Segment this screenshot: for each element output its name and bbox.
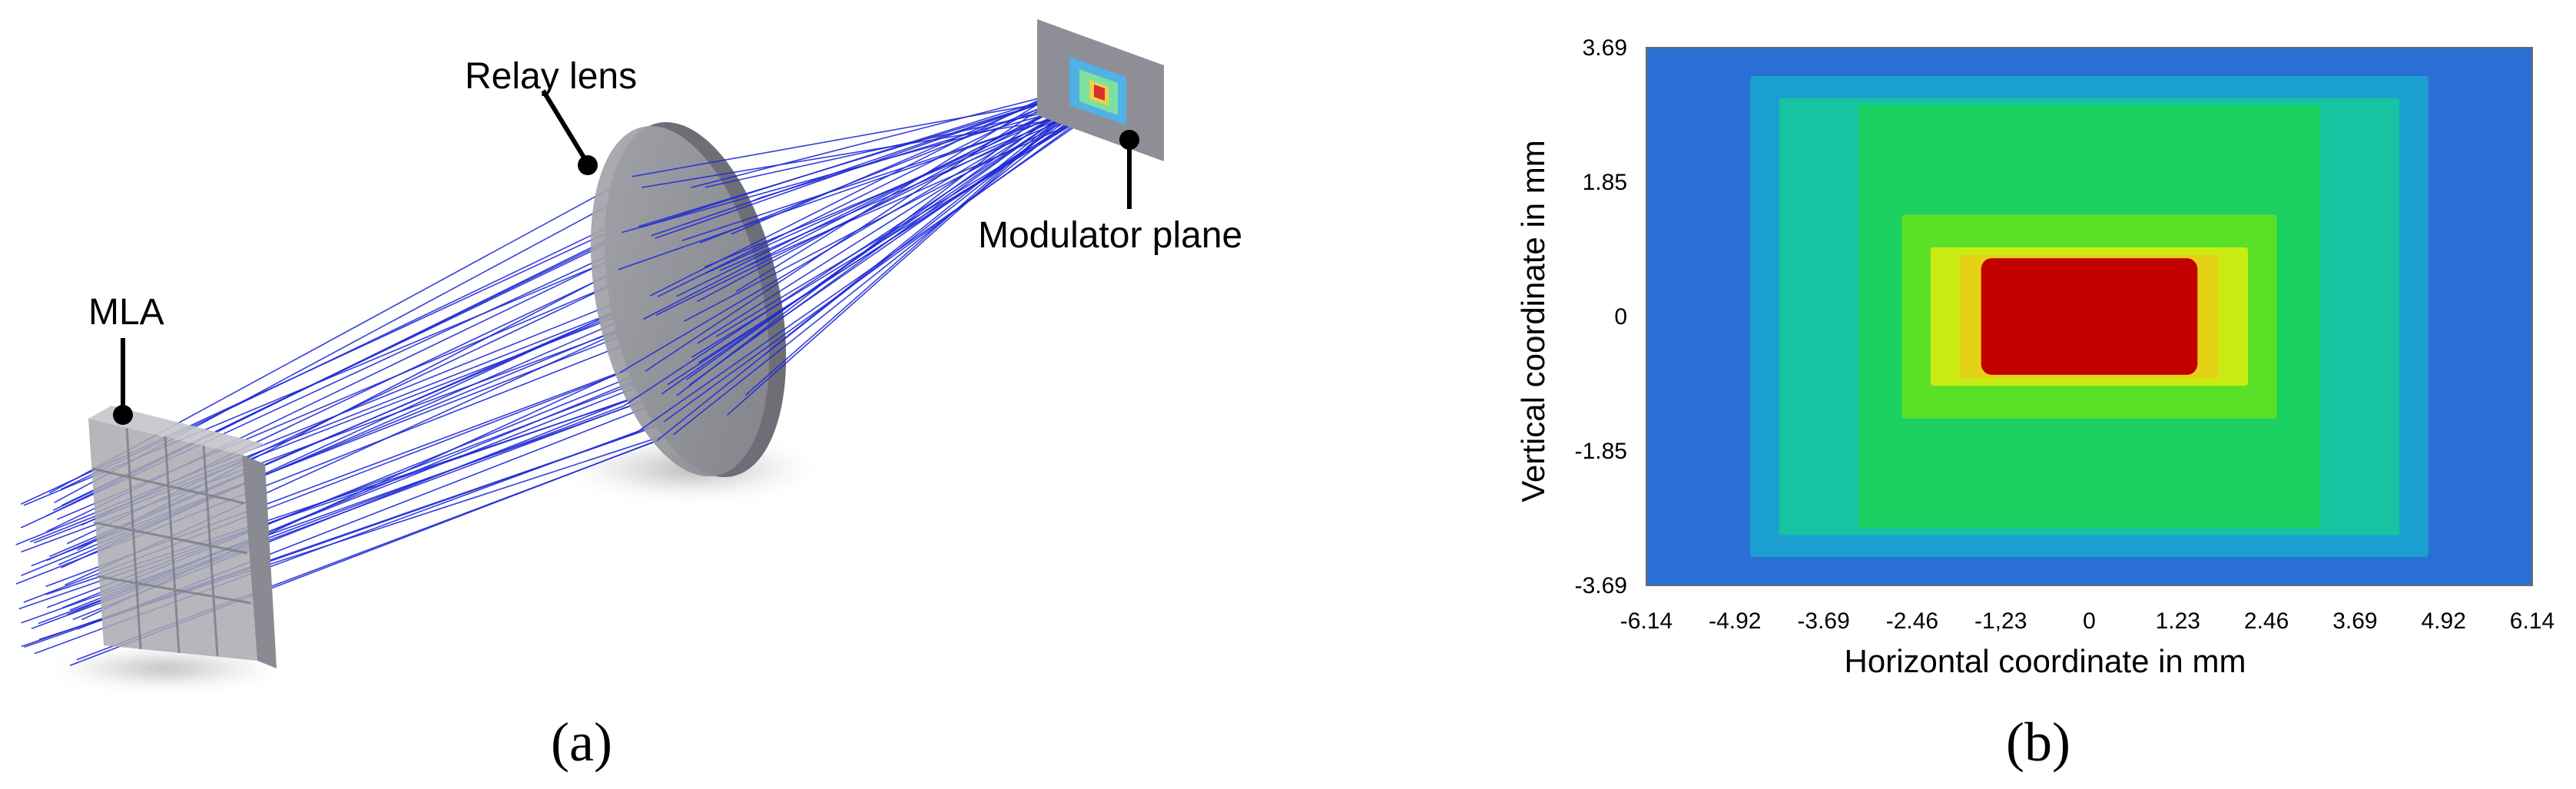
- x-tick-label: -4.92: [1709, 608, 1761, 634]
- light-ray: [685, 81, 1102, 380]
- light-ray: [676, 90, 1095, 297]
- mla-pointer-dot: [113, 405, 133, 425]
- modulator-plane: [1037, 19, 1164, 161]
- x-axis-ticks: -6.14 -4.92 -3.69 -2.46 -1,23 0 1.23 2.46 3.69 4.…: [1620, 608, 2554, 634]
- y-tick-label: -1.85: [1575, 439, 1627, 464]
- light-ray: [618, 100, 1103, 270]
- x-tick-label: 0: [2083, 608, 2096, 634]
- panel-label-b: (b): [2006, 711, 2070, 773]
- light-ray: [691, 81, 1102, 188]
- light-ray: [744, 85, 1097, 396]
- light-ray: [672, 90, 1107, 436]
- y-tick-label: -3.69: [1575, 573, 1627, 598]
- y-tick-label: 0: [1614, 304, 1627, 330]
- x-tick-label: -3.69: [1797, 608, 1849, 634]
- light-ray: [657, 88, 1079, 297]
- panel-label-a: (a): [551, 711, 612, 773]
- x-tick-label: 2.46: [2244, 608, 2289, 634]
- y-tick-label: 3.69: [1583, 35, 1627, 61]
- optical-setup-diagram: Relay lens Modulator plane MLA (a): [15, 19, 1242, 773]
- x-tick-label: -1,23: [1974, 608, 2027, 634]
- light-ray: [705, 103, 1081, 274]
- light-ray: [761, 94, 1092, 198]
- x-tick-label: 6.14: [2510, 608, 2554, 634]
- light-ray: [735, 76, 1082, 293]
- x-tick-label: 1.23: [2156, 608, 2200, 634]
- heatmap-plot-area: [1646, 48, 2532, 585]
- x-tick-label: -6.14: [1620, 608, 1673, 634]
- light-ray: [623, 95, 1094, 406]
- light-ray: [746, 105, 1112, 267]
- light-ray: [699, 88, 1089, 244]
- light-ray: [656, 101, 1082, 442]
- x-tick-label: -2.46: [1886, 608, 1938, 634]
- x-axis-label: Horizontal coordinate in mm: [1845, 643, 2246, 679]
- modulator-pointer-dot: [1119, 130, 1139, 150]
- relay-lens-pointer-dot: [578, 155, 598, 175]
- mla-block: [88, 406, 277, 668]
- light-ray: [642, 109, 1112, 188]
- light-rays-converging: [618, 76, 1112, 442]
- heatmap-level-7: [1981, 258, 2198, 375]
- y-axis-label: Vertical coordinate in mm: [1515, 140, 1551, 502]
- light-ray: [688, 94, 1092, 386]
- modulator-plane-label: Modulator plane: [978, 215, 1242, 256]
- light-ray: [663, 98, 1112, 423]
- relay-lens-label: Relay lens: [465, 56, 637, 97]
- light-ray: [632, 93, 1093, 177]
- light-ray: [619, 98, 1083, 373]
- y-axis-ticks: 3.69 1.85 0 -1.85 -3.69: [1575, 35, 1627, 598]
- mla-shadow: [50, 648, 280, 688]
- light-ray: [645, 77, 1089, 372]
- light-ray: [642, 97, 1077, 320]
- light-ray: [649, 77, 1082, 297]
- callout-leaders: [121, 89, 1132, 415]
- light-ray: [676, 77, 1091, 396]
- intensity-heatmap-chart: -6.14 -4.92 -3.69 -2.46 -1,23 0 1.23 2.46 3.69 4.…: [1515, 35, 2554, 773]
- plot-frame: [1646, 47, 2533, 586]
- light-ray: [726, 98, 1086, 416]
- mla-label: MLA: [88, 292, 164, 333]
- light-ray: [655, 81, 1105, 239]
- x-tick-label: 3.69: [2332, 608, 2377, 634]
- y-tick-label: 1.85: [1583, 170, 1627, 195]
- x-tick-label: 4.92: [2422, 608, 2466, 634]
